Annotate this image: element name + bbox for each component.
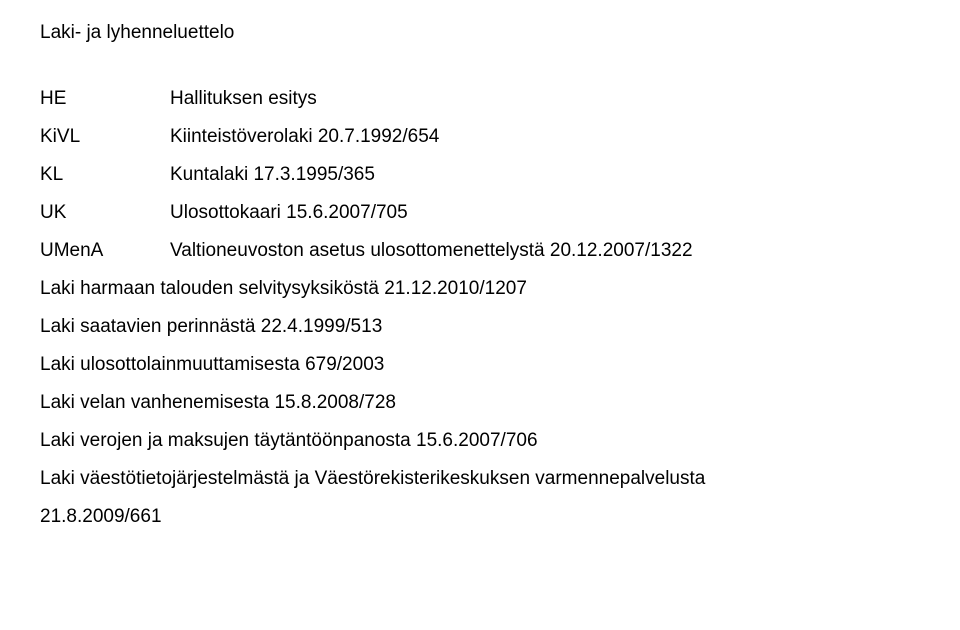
statute-line: Laki ulosottolainmuuttamisesta 679/2003	[40, 346, 920, 384]
statute-line: Laki saatavien perinnästä 22.4.1999/513	[40, 308, 920, 346]
definition-desc: Kuntalaki 17.3.1995/365	[170, 156, 693, 194]
definition-row: HE Hallituksen esitys	[40, 80, 693, 118]
definition-desc: Ulosottokaari 15.6.2007/705	[170, 194, 693, 232]
definition-row: UK Ulosottokaari 15.6.2007/705	[40, 194, 693, 232]
definition-term: KL	[40, 156, 170, 194]
statute-lines: Laki harmaan talouden selvitysyksiköstä …	[40, 270, 920, 536]
definition-term: UK	[40, 194, 170, 232]
definition-desc: Kiinteistöverolaki 20.7.1992/654	[170, 118, 693, 156]
statute-line: 21.8.2009/661	[40, 498, 920, 536]
definition-term: UMenA	[40, 232, 170, 270]
definition-list: HE Hallituksen esitys KiVL Kiinteistöver…	[40, 80, 693, 270]
definition-term: HE	[40, 80, 170, 118]
definition-desc: Valtioneuvoston asetus ulosottomenettely…	[170, 232, 693, 270]
statute-line: Laki harmaan talouden selvitysyksiköstä …	[40, 270, 920, 308]
definition-desc: Hallituksen esitys	[170, 80, 693, 118]
definition-row: KL Kuntalaki 17.3.1995/365	[40, 156, 693, 194]
statute-line: Laki velan vanhenemisesta 15.8.2008/728	[40, 384, 920, 422]
definition-row: KiVL Kiinteistöverolaki 20.7.1992/654	[40, 118, 693, 156]
document-page: Laki- ja lyhenneluettelo HE Hallituksen …	[0, 0, 960, 536]
statute-line: Laki väestötietojärjestelmästä ja Väestö…	[40, 460, 920, 498]
page-title: Laki- ja lyhenneluettelo	[40, 22, 920, 44]
statute-line: Laki verojen ja maksujen täytäntöönpanos…	[40, 422, 920, 460]
definition-row: UMenA Valtioneuvoston asetus ulosottomen…	[40, 232, 693, 270]
definition-term: KiVL	[40, 118, 170, 156]
